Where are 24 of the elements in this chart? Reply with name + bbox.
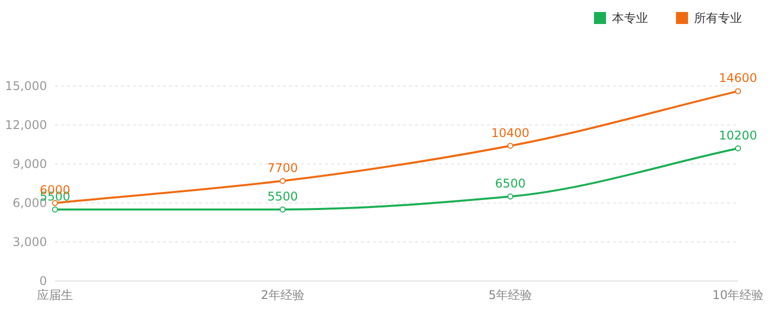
point — [280, 206, 286, 212]
x-tick-label: 应届生 — [37, 288, 73, 302]
y-tick-label: 0 — [39, 274, 47, 288]
point — [280, 178, 286, 184]
point — [507, 194, 514, 200]
data-label: 5500 — [267, 190, 298, 204]
point — [52, 206, 58, 212]
point — [735, 145, 741, 152]
data-label: 6500 — [495, 176, 526, 190]
y-tick-label: 15,000 — [5, 79, 47, 93]
x-tick-label: 2年经验 — [260, 288, 304, 302]
point — [735, 88, 741, 94]
data-label: 7700 — [267, 160, 298, 175]
legend-label: 本专业 — [612, 11, 648, 25]
y-tick-label: 12,000 — [5, 118, 47, 132]
data-label: 14600 — [718, 71, 758, 86]
legend-label: 所有专业 — [694, 11, 742, 25]
y-tick-label: 9,000 — [12, 157, 47, 171]
x-tick-label: 5年经验 — [488, 288, 532, 302]
data-label: 10400 — [491, 126, 530, 140]
data-label: 10200 — [718, 128, 758, 142]
y-tick-label: 3,000 — [12, 235, 47, 249]
x-tick-label: 10年经验 — [712, 288, 764, 302]
point — [507, 142, 514, 149]
